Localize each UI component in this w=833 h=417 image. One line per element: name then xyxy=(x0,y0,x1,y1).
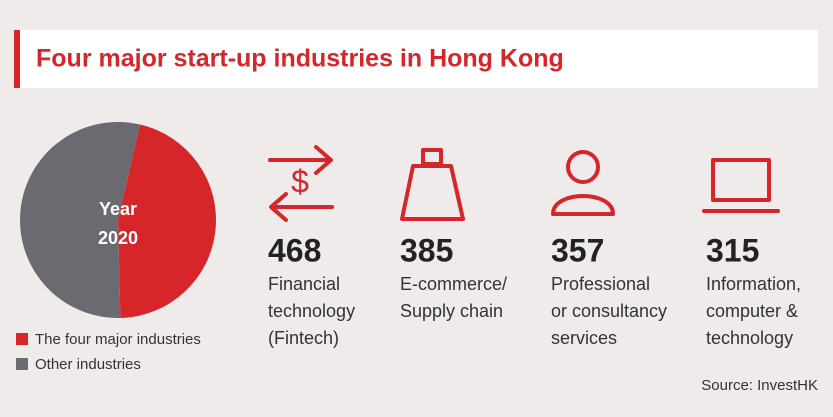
industry-label: technology xyxy=(706,328,793,348)
industry-label: Professional xyxy=(551,274,650,294)
legend-label: The four major industries xyxy=(35,331,201,348)
industry-label: Information, xyxy=(706,274,801,294)
weight-icon xyxy=(400,148,465,221)
svg-text:$: $ xyxy=(291,163,309,199)
industry-label: technology xyxy=(268,301,355,321)
pie-slice xyxy=(19,122,141,318)
title: Four major start-up industries in Hong K… xyxy=(36,45,564,73)
industry-label: services xyxy=(551,328,617,348)
fintech-icon: $ xyxy=(268,145,334,222)
legend-label: Other industries xyxy=(35,356,141,373)
pie-slice xyxy=(118,124,216,318)
title-bar xyxy=(14,30,818,88)
pie-center-label: Year xyxy=(99,199,137,219)
pie-chart xyxy=(19,122,216,318)
legend-swatch xyxy=(16,333,28,345)
industry-count: 468 xyxy=(268,232,321,268)
industry-label: (Fintech) xyxy=(268,328,339,348)
industry-label: or consultancy xyxy=(551,301,667,321)
industry-label: Supply chain xyxy=(400,301,503,321)
title-accent xyxy=(14,30,20,88)
industry-label: Financial xyxy=(268,274,340,294)
pie-center-label: 2020 xyxy=(98,228,138,248)
legend-swatch xyxy=(16,358,28,370)
industry-count: 385 xyxy=(400,232,453,268)
source: Source: InvestHK xyxy=(701,377,818,394)
industry-count: 315 xyxy=(706,232,759,268)
person-icon xyxy=(551,150,615,216)
laptop-icon xyxy=(702,158,780,213)
industry-label: computer & xyxy=(706,301,798,321)
industry-count: 357 xyxy=(551,232,604,268)
industry-label: E-commerce/ xyxy=(400,274,507,294)
